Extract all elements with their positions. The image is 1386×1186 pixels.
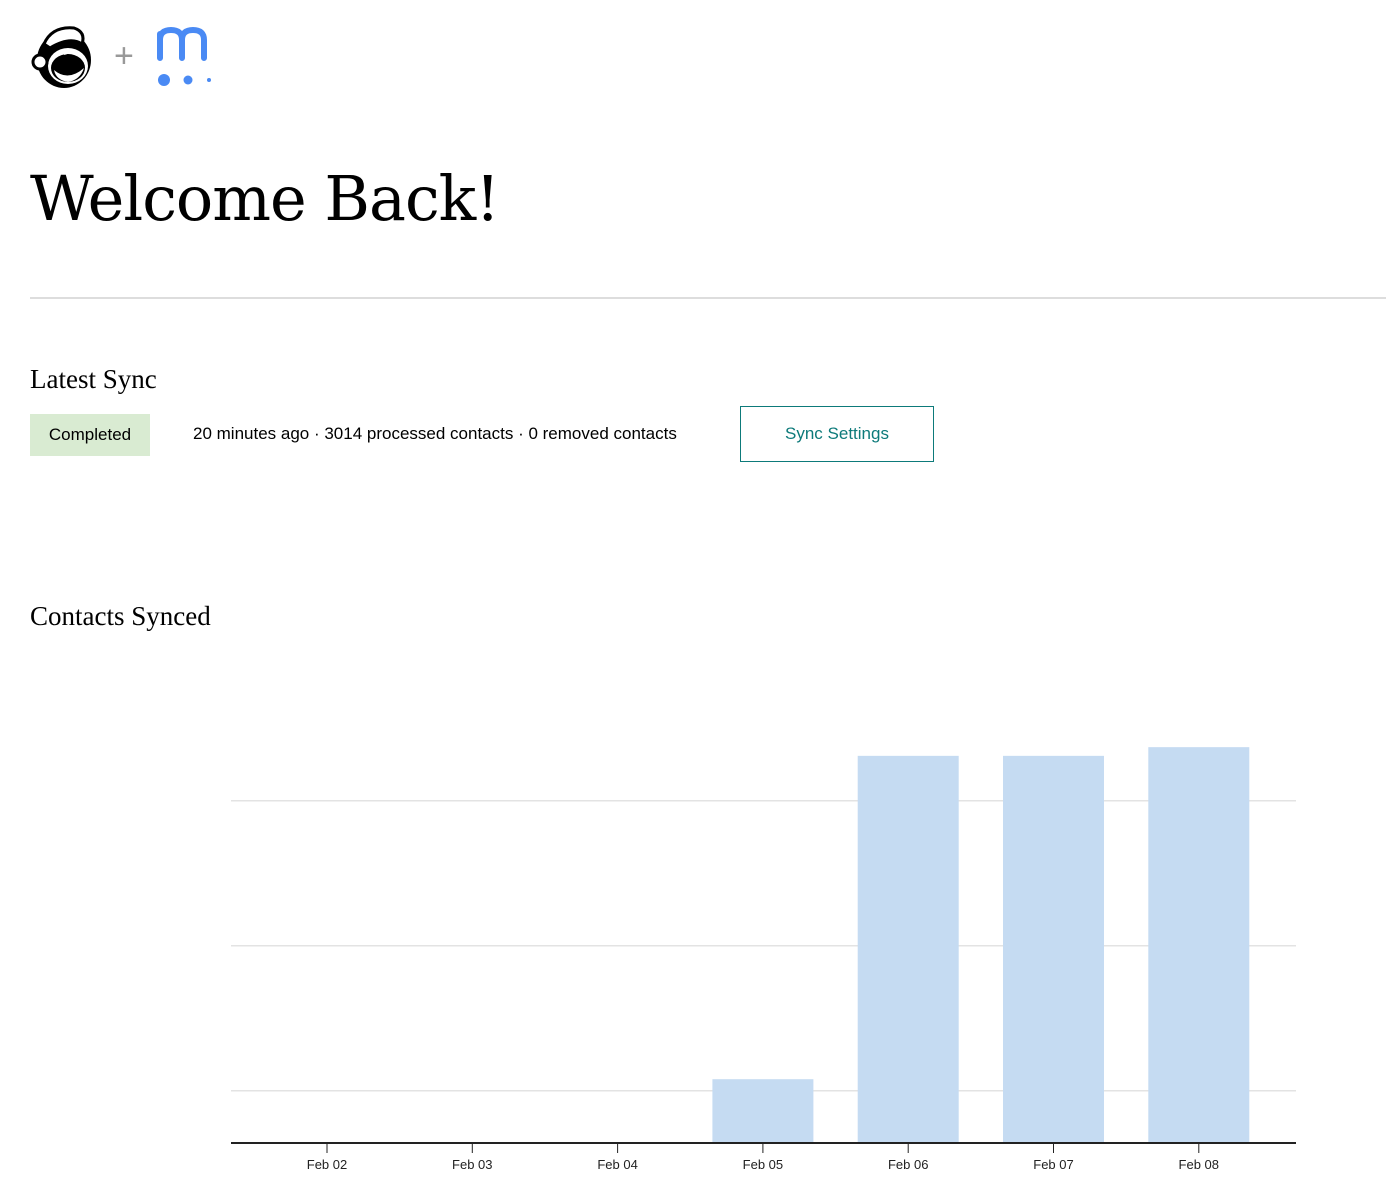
x-tick-label: Feb 04 xyxy=(597,1157,637,1172)
latest-sync-heading: Latest Sync xyxy=(30,364,157,394)
bar xyxy=(1003,755,1104,1143)
sync-details: 20 minutes ago · 3014 processed contacts… xyxy=(193,424,677,443)
header-logos: + xyxy=(30,22,214,90)
contacts-synced-heading: Contacts Synced xyxy=(30,601,211,631)
bar xyxy=(857,755,959,1143)
x-tick-label: Feb 02 xyxy=(307,1157,347,1172)
mailchimp-logo xyxy=(31,26,91,88)
sync-settings-button[interactable]: Sync Settings xyxy=(740,406,934,462)
page-title: Welcome Back! xyxy=(30,162,500,235)
x-tick-label: Feb 03 xyxy=(452,1157,492,1172)
bar xyxy=(1148,747,1250,1143)
divider xyxy=(30,297,1386,299)
x-tick-label: Feb 07 xyxy=(1033,1157,1073,1172)
x-tick-label: Feb 08 xyxy=(1179,1157,1219,1172)
x-tick-label: Feb 05 xyxy=(743,1157,783,1172)
meetup-logo xyxy=(156,26,211,86)
plus-sign: + xyxy=(114,36,134,75)
bar xyxy=(712,1079,814,1143)
status-badge: Completed xyxy=(30,414,150,456)
x-tick-label: Feb 06 xyxy=(888,1157,928,1172)
